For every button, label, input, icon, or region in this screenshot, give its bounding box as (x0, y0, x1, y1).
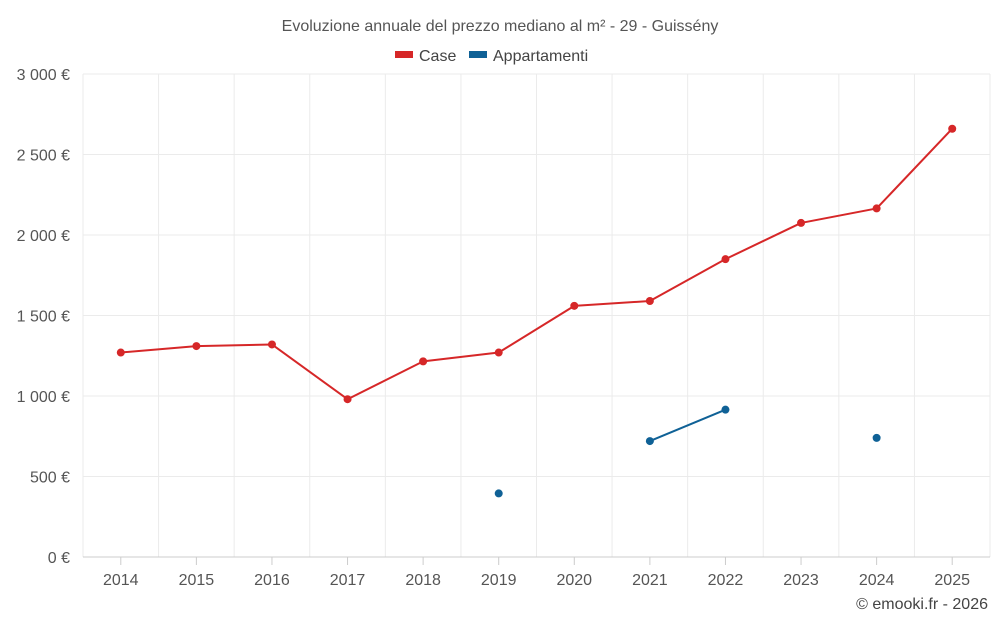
y-tick-label: 1 000 € (17, 389, 70, 406)
data-point[interactable] (116, 348, 125, 357)
x-tick-label: 2025 (934, 572, 970, 589)
data-point[interactable] (872, 433, 881, 442)
credit: © emooki.fr - 2026 (856, 596, 988, 613)
series-case (116, 124, 957, 404)
data-point[interactable] (721, 255, 730, 264)
x-tick-label: 2017 (330, 572, 366, 589)
legend: Case Appartamenti (395, 48, 588, 65)
x-tick-label: 2023 (783, 572, 819, 589)
legend-label-appartamenti[interactable]: Appartamenti (493, 48, 588, 65)
data-point[interactable] (343, 395, 352, 404)
x-axis-ticks: 2014 2015 2016 2017 2018 2019 2020 2021 2022 2023… (83, 556, 990, 589)
x-tick-label: 2020 (556, 572, 592, 589)
data-point[interactable] (948, 124, 957, 133)
legend-swatch-appartamenti (469, 51, 487, 58)
legend-label-case[interactable]: Case (419, 48, 456, 65)
x-tick-label: 2016 (254, 572, 290, 589)
x-tick-label: 2015 (179, 572, 215, 589)
data-point[interactable] (872, 204, 881, 213)
x-tick-label: 2018 (405, 572, 441, 589)
data-point[interactable] (721, 405, 730, 414)
y-axis-ticks: 0 € 500 € 1 000 € 1 500 € 2 000 € 2 500 € 3 00… (17, 67, 70, 567)
y-tick-label: 0 € (48, 550, 70, 567)
y-tick-label: 2 000 € (17, 228, 70, 245)
data-point[interactable] (570, 301, 579, 310)
y-tick-label: 2 500 € (17, 148, 70, 165)
x-tick-label: 2024 (859, 572, 895, 589)
y-tick-label: 500 € (30, 470, 70, 487)
legend-swatch-case (395, 51, 413, 58)
y-tick-label: 3 000 € (17, 67, 70, 84)
data-point[interactable] (494, 489, 503, 498)
x-tick-label: 2019 (481, 572, 517, 589)
data-point[interactable] (192, 342, 201, 351)
series (116, 124, 957, 498)
data-point[interactable] (645, 297, 654, 306)
data-point[interactable] (494, 348, 503, 357)
data-point[interactable] (645, 437, 654, 446)
grid (82, 73, 991, 557)
series-line (120, 128, 953, 401)
chart-title: Evoluzione annuale del prezzo mediano al… (282, 18, 719, 35)
data-point[interactable] (267, 340, 276, 349)
x-tick-label: 2022 (708, 572, 744, 589)
series-appartamenti (494, 405, 881, 498)
series-line (649, 408, 726, 443)
x-tick-label: 2014 (103, 572, 139, 589)
data-point[interactable] (419, 357, 428, 366)
data-point[interactable] (797, 218, 806, 227)
y-tick-label: 1 500 € (17, 309, 70, 326)
x-tick-label: 2021 (632, 572, 668, 589)
